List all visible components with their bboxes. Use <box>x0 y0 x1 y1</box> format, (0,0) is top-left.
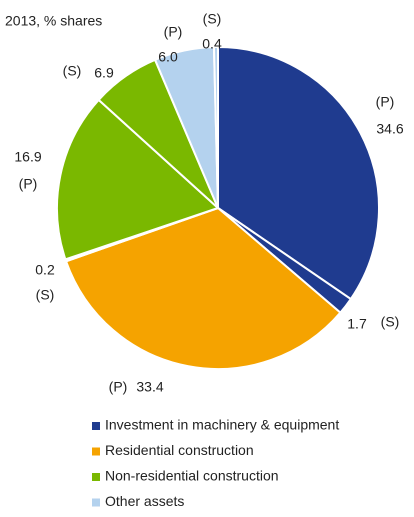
legend-swatch <box>92 447 100 456</box>
data-label: 0.2 <box>35 262 55 278</box>
data-label: 6.9 <box>94 65 114 81</box>
legend-swatch <box>92 498 100 507</box>
slice-tag: (P) <box>376 94 395 110</box>
slice-tag: (S) <box>36 287 55 303</box>
legend-swatch <box>92 473 100 481</box>
chart-subtitle: 2013, % shares <box>5 13 102 29</box>
data-label: 1.7 <box>347 316 367 332</box>
slice-tag: (S) <box>63 63 82 79</box>
slice-tag: (S) <box>381 314 400 330</box>
pie-slice <box>217 45 380 301</box>
legend-swatch <box>92 422 100 430</box>
data-label: 0.4 <box>202 36 222 52</box>
slice-tag: (P) <box>109 379 128 395</box>
legend-label: Investment in machinery & equipment <box>105 417 339 433</box>
slice-tag: (P) <box>164 24 183 40</box>
pie-slice <box>56 98 220 261</box>
slice-tag: (P) <box>19 176 38 192</box>
data-label: 33.4 <box>136 379 163 395</box>
legend-label: Other assets <box>105 493 184 509</box>
legend-label: Non-residential construction <box>105 468 279 484</box>
pie-slice <box>212 45 219 209</box>
slice-tag: (S) <box>203 11 222 27</box>
legend-label: Residential construction <box>105 442 254 458</box>
pie-slice <box>64 206 342 370</box>
data-label: 6.0 <box>158 49 178 65</box>
data-label: 34.6 <box>376 121 403 137</box>
data-label: 16.9 <box>14 149 41 165</box>
